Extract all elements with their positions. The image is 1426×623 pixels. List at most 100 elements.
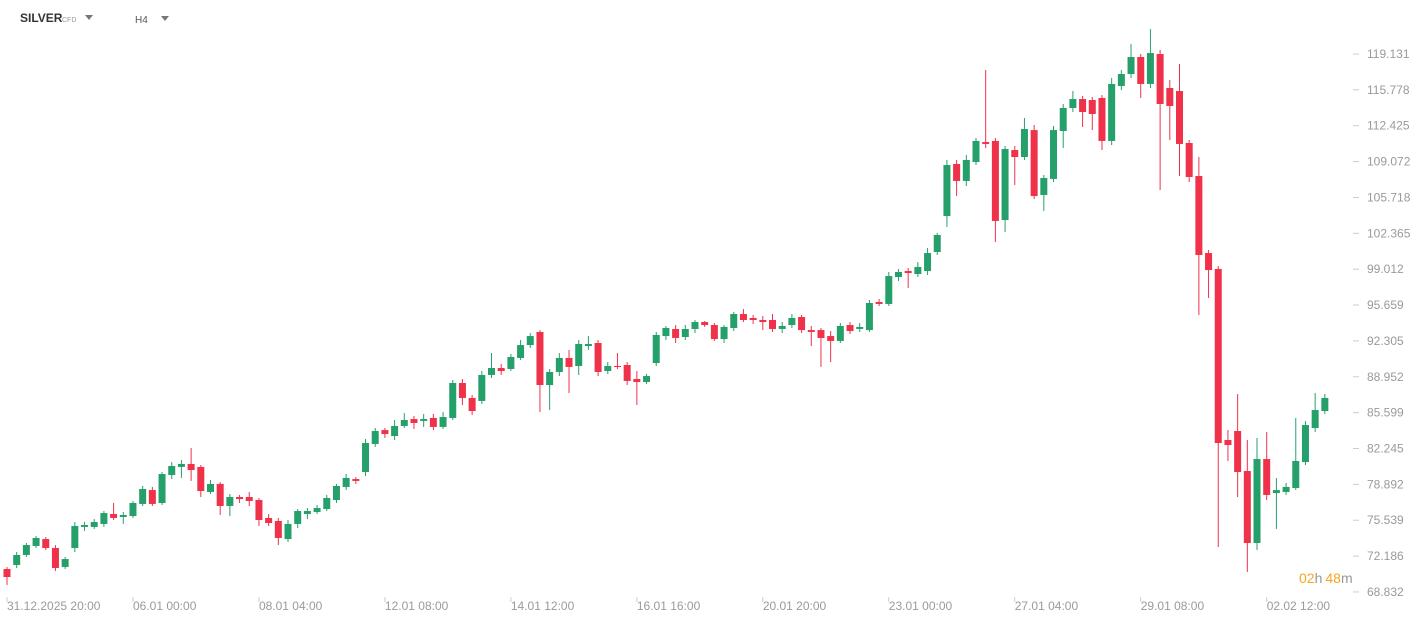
candle-body (827, 336, 835, 341)
candle-body (1108, 83, 1116, 141)
y-tick-label: 112.425 (1367, 119, 1410, 133)
candle-body (22, 545, 30, 555)
candle-body (643, 376, 651, 383)
candle-body (720, 326, 728, 340)
candle-body (1214, 268, 1222, 443)
candle-body (468, 397, 476, 412)
candle-body (1098, 97, 1106, 141)
candle-body (749, 317, 757, 320)
candle-body (81, 525, 89, 527)
candle-body (1117, 74, 1125, 86)
candle-body (245, 497, 253, 501)
candle-body (100, 513, 108, 524)
candle-body (400, 420, 408, 426)
candle-body (1292, 460, 1300, 489)
candle-body (613, 365, 621, 367)
candle-body (255, 500, 263, 520)
candle-body (158, 474, 166, 503)
candle-body (32, 537, 40, 546)
candle-body (371, 431, 379, 444)
candle-body (216, 483, 224, 506)
candle-body (1311, 410, 1319, 429)
candle-body (953, 163, 961, 181)
candle-body (284, 523, 292, 540)
candle-body (885, 276, 893, 304)
candle-body (497, 368, 505, 372)
candle-body (439, 417, 447, 427)
candle-body (1175, 91, 1183, 144)
candle-body (478, 374, 486, 401)
candle-body (1234, 431, 1242, 472)
x-tick-label: 29.01 08:00 (1141, 599, 1205, 613)
timeframe[interactable]: H4 (135, 15, 148, 26)
candle-body (536, 331, 544, 386)
candle-body (458, 382, 466, 398)
candle-body (139, 488, 147, 504)
candle-body (1263, 459, 1271, 495)
candle-body (1088, 100, 1096, 115)
x-tick-label: 27.01 04:00 (1015, 599, 1079, 613)
candle-body (1079, 99, 1087, 112)
candle-body (110, 514, 118, 518)
y-tick-label: 92.305 (1367, 334, 1404, 348)
candle-body (391, 425, 399, 437)
candle-body (1030, 130, 1038, 197)
candle-body (594, 342, 602, 372)
x-tick-label: 16.01 16:00 (637, 599, 701, 613)
candle-body (71, 525, 79, 549)
candle-body (788, 317, 796, 326)
candle-body (1205, 253, 1213, 271)
countdown-unit: h (1315, 570, 1323, 586)
candle-body (846, 325, 854, 332)
candle-body (352, 479, 360, 481)
candle-body (51, 548, 59, 569)
candle-body (313, 508, 321, 512)
x-tick-label: 14.01 12:00 (511, 599, 575, 613)
candle-body (517, 345, 525, 358)
candle-body (933, 234, 941, 252)
candle-body (633, 379, 641, 383)
candle-body (420, 419, 428, 421)
candle-body (1127, 57, 1135, 75)
candle-body (691, 322, 699, 329)
timeframe-dropdown[interactable] (161, 16, 169, 21)
candle-body (1253, 459, 1261, 543)
x-tick-label: 20.01 20:00 (763, 599, 827, 613)
candle-body (236, 497, 244, 500)
candle-body (526, 336, 534, 346)
y-tick-label: 68.832 (1367, 585, 1404, 599)
candle-body (226, 497, 234, 506)
candle-body (1195, 176, 1203, 255)
candle-body (652, 334, 660, 363)
candle-body (875, 302, 883, 304)
x-tick-label: 06.01 00:00 (133, 599, 197, 613)
candle-body (798, 317, 806, 331)
candle-body (362, 442, 370, 472)
y-tick-label: 72.186 (1367, 549, 1404, 563)
candle-body (488, 368, 495, 375)
candle-body (1011, 150, 1019, 158)
candle-body (1185, 142, 1193, 178)
symbol[interactable]: SILVER (20, 11, 63, 25)
candle-body (865, 302, 873, 331)
candle-body (943, 165, 951, 217)
candle-body (555, 357, 563, 372)
y-tick-label: 109.072 (1367, 155, 1411, 169)
candle-body (381, 430, 389, 435)
candle-body (972, 140, 980, 163)
candle-body (894, 271, 902, 278)
candle-body (962, 160, 970, 181)
candle-body (90, 522, 98, 527)
y-tick-label: 78.892 (1367, 477, 1404, 491)
symbol-dropdown[interactable] (85, 15, 93, 20)
candle-body (807, 330, 815, 332)
candle-body (1050, 130, 1058, 179)
candle-body (177, 463, 185, 467)
candle-body (42, 539, 50, 549)
x-tick-label: 31.12.2025 20:00 (7, 599, 101, 613)
candle-body (914, 266, 922, 275)
candle-body (672, 328, 680, 338)
candle-body (982, 142, 990, 144)
symbol-kind: CFD (62, 17, 76, 24)
